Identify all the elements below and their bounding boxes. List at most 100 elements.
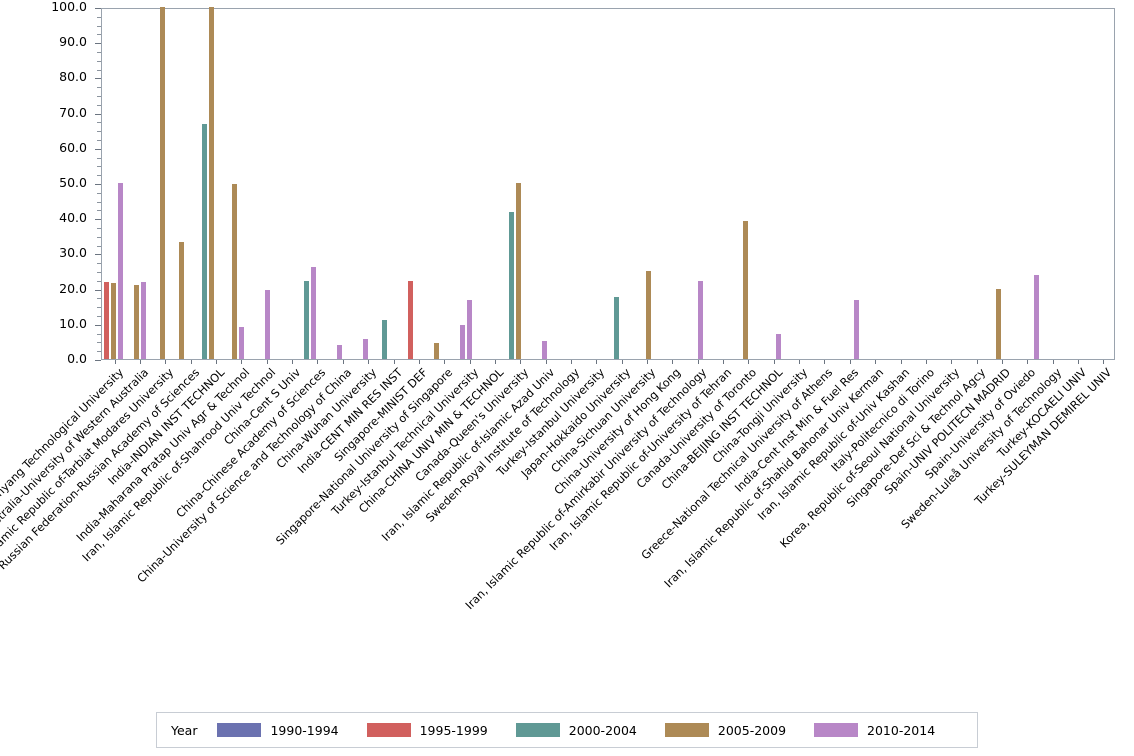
y-axis-tick-label: 10.0 [59,315,87,331]
x-axis-tick-mark [976,360,978,364]
x-axis-tick-mark [114,360,116,364]
y-axis-minor-tick-mark [97,192,101,194]
y-axis-tick-mark [95,148,101,150]
y-axis-tick-label: 30.0 [59,245,87,261]
legend-entry[interactable]: 1995-1999 [366,722,488,738]
y-axis-tick-label: 100.0 [51,0,87,14]
legend-color-swatch [217,723,262,737]
legend-entry-label: 2010-2014 [867,722,936,738]
y-axis-tick-label: 0.0 [67,351,87,366]
y-axis-tick-mark [95,254,101,256]
legend-color-swatch [366,723,411,737]
x-axis-tick-mark [545,360,547,364]
bar [141,281,146,359]
bar [776,334,781,359]
y-axis-minor-tick-mark [97,87,101,89]
y-axis-tick-label: 90.0 [59,34,87,50]
legend-entry[interactable]: 2000-2004 [515,722,637,738]
x-axis-tick-mark [520,360,522,364]
bar [337,344,342,359]
legend-entry[interactable]: 2010-2014 [814,723,935,738]
x-axis-tick-mark [317,360,319,364]
bar [408,280,413,359]
x-axis-tick-mark [418,360,420,364]
x-axis-tick-mark [140,360,142,364]
y-axis-minor-tick-mark [97,104,101,106]
legend-color-swatch [664,723,709,737]
y-axis-minor-tick-mark [97,245,101,247]
y-axis-minor-tick-mark [97,316,101,317]
y-axis-minor-tick-mark [97,16,101,18]
bar [434,343,439,359]
x-axis-tick-mark [621,360,623,364]
y-axis-minor-tick-mark [97,140,101,141]
y-axis-minor-tick-mark [97,69,101,71]
x-axis-tick-mark [393,360,395,364]
bar [698,280,703,359]
legend-entry[interactable]: 2005-2009 [664,722,787,738]
bar [382,319,387,359]
y-axis-minor-tick-mark [97,228,101,229]
bar [509,212,514,359]
plot-area [101,7,1115,364]
x-axis-tick-mark [1103,360,1105,364]
x-axis-tick-mark [469,360,471,364]
bar [542,341,547,359]
bar [854,299,859,359]
y-axis-minor-tick-mark [97,157,101,159]
chart-legend: Year 1990-1994 1995-1999 2000-2004 2005-200… [156,712,978,748]
x-axis-tick-mark [570,360,572,364]
y-axis-minor-tick-mark [97,201,101,203]
bar [118,183,123,359]
x-axis-tick-mark [216,360,218,364]
bar [265,289,270,359]
x-axis-tick-mark [647,360,649,364]
bar [311,266,316,359]
x-axis-tick-mark [951,360,953,364]
y-axis-minor-tick-mark [97,60,101,62]
y-axis-tick-label: 50.0 [59,175,87,190]
bar [460,324,465,359]
bar [104,281,109,359]
bar [160,7,165,359]
y-axis-minor-tick-mark [97,34,101,36]
bar [202,124,207,359]
x-axis-tick-mark [1077,360,1079,364]
x-axis-tick-mark [596,360,598,364]
x-axis-tick-mark [1027,360,1029,364]
legend-entry-label: 2005-2009 [717,722,787,738]
y-axis-minor-tick-mark [97,122,101,124]
bar [179,241,184,359]
x-axis-tick-mark [1001,360,1003,364]
x-axis-tick-mark [773,360,775,364]
bar [467,299,472,359]
bar [743,221,748,359]
legend-entry[interactable]: 1990-1994 [217,723,339,738]
x-axis-tick-mark [875,360,877,364]
x-axis-tick-mark [849,360,851,364]
y-axis-minor-tick-mark [97,25,101,27]
y-axis-minor-tick-mark [97,175,101,177]
y-axis-minor-tick-mark [97,307,101,309]
x-axis-tick-mark [292,360,294,364]
x-axis-tick-mark [900,360,902,364]
legend-title: Year [171,722,198,738]
y-axis-minor-tick-mark [97,280,101,282]
x-axis-tick-mark [697,360,699,364]
x-axis-tick-mark [444,360,446,364]
y-axis-minor-tick-mark [97,342,101,344]
x-axis-tick-mark [672,360,674,364]
y-axis-tick-mark [95,324,101,326]
y-axis-tick-label: 40.0 [59,210,87,226]
legend-entry-label: 2000-2004 [568,722,637,738]
x-axis-tick-mark [1052,360,1054,364]
x-axis-tick-mark [494,360,496,364]
y-axis-minor-tick-mark [97,351,101,353]
bar [614,297,619,359]
y-axis-minor-tick-mark [97,96,101,97]
x-axis-tick-mark [266,360,268,364]
bar [134,285,139,359]
bar [239,327,244,359]
legend-entry-label: 1995-1999 [419,722,488,738]
